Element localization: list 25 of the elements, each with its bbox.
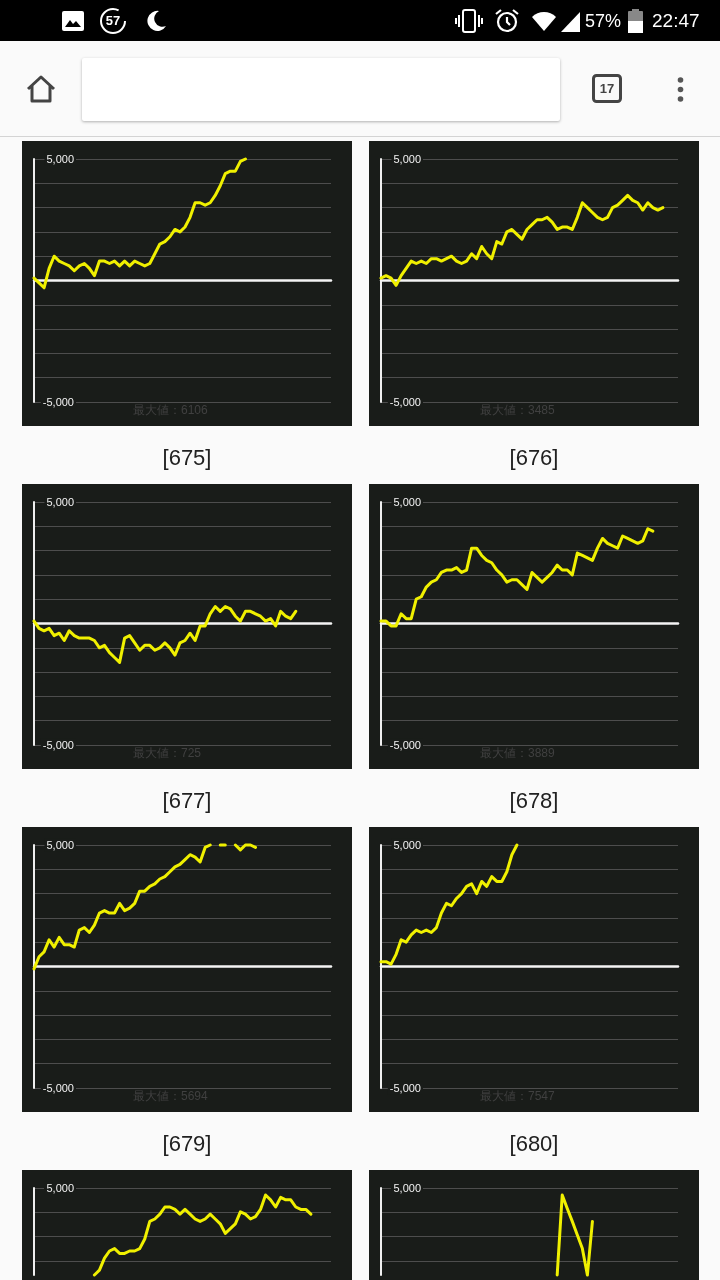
y-tick-label: 5,000 — [393, 839, 421, 851]
y-tick-label: -5,000 — [42, 1082, 74, 1094]
y-tick-label: 5,000 — [46, 153, 74, 165]
text: [678] — [508, 787, 560, 815]
y-tick-label: 5,000 — [46, 496, 74, 508]
text: [675] — [161, 444, 213, 472]
line-series — [379, 527, 655, 628]
y-tick-label: 5,000 — [393, 153, 421, 165]
text: [677] — [161, 787, 213, 815]
y-tick-label: -5,000 — [42, 739, 74, 751]
y-tick-label: -5,000 — [389, 396, 421, 408]
line-series — [32, 604, 298, 664]
line-series — [379, 843, 519, 966]
y-tick-label: -5,000 — [389, 739, 421, 751]
line-series — [32, 157, 247, 290]
y-tick-label: -5,000 — [389, 1082, 421, 1094]
text: [676] — [508, 444, 560, 472]
y-tick-label: 5,000 — [46, 839, 74, 851]
text: 57% — [585, 10, 622, 32]
line-series — [379, 193, 665, 287]
text: [679] — [161, 1130, 213, 1158]
y-tick-label: -5,000 — [42, 396, 74, 408]
y-tick-label: 5,000 — [393, 496, 421, 508]
text: 22:47 — [652, 9, 700, 33]
text: [680] — [508, 1130, 560, 1158]
